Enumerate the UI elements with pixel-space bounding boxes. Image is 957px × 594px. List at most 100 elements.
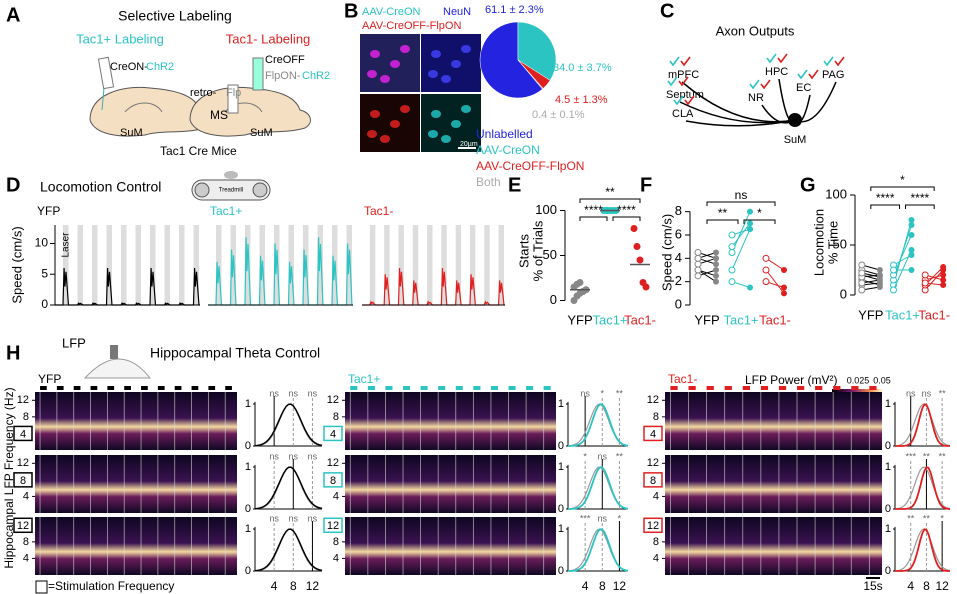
check [749, 79, 760, 90]
laser-period [164, 225, 170, 305]
stim-frequency: 12 [327, 520, 339, 532]
y-tick-label: 0 [558, 503, 564, 515]
colorbar [832, 389, 882, 394]
value-label: 0.4 ± 0.1% [532, 109, 585, 121]
significance: ns [735, 188, 748, 202]
laser-marker [107, 386, 115, 390]
laser-marker [56, 386, 64, 390]
stim-curve [254, 403, 323, 447]
label: SuM [784, 134, 807, 146]
point-off [762, 266, 770, 274]
label: CLA [672, 108, 694, 120]
cell [390, 60, 400, 68]
point-off [890, 286, 897, 294]
speed-trace [55, 268, 200, 306]
point-on [940, 277, 947, 283]
significance: ** [923, 513, 931, 523]
laser-marker [225, 386, 232, 390]
laser-marker [367, 386, 375, 390]
syringe [97, 56, 115, 90]
point-off [890, 266, 897, 274]
roller [252, 182, 268, 198]
cell [441, 75, 451, 83]
y-tick-label: 100 [535, 202, 557, 217]
laser-period [469, 225, 476, 305]
stim-frequency: 8 [20, 475, 26, 487]
y-tick-label: 6 [675, 226, 682, 241]
y-tick-label: 1 [558, 398, 564, 410]
significance: * [940, 513, 944, 523]
point [630, 225, 638, 232]
spectrogram [665, 517, 882, 575]
laser-marker [438, 386, 446, 390]
significance: ns [289, 513, 299, 523]
point-on [908, 222, 915, 228]
stim-curve [567, 403, 629, 447]
projection-arrow [685, 119, 796, 127]
label: NR [748, 92, 764, 104]
laser-marker [869, 386, 877, 390]
point-on [747, 220, 753, 227]
colorbar-tick: 0.025 [847, 375, 870, 385]
stim-curve [254, 466, 323, 510]
laser-period [369, 225, 376, 305]
x-tick-label: Tac1+ [592, 312, 627, 327]
point-off [858, 261, 866, 269]
y-tick-label: 4 [333, 552, 339, 564]
laser-marker [833, 386, 841, 390]
panel-letter: A [6, 4, 20, 26]
y-tick-label: 8 [653, 411, 659, 423]
check [669, 56, 680, 67]
y-tick-label: 12 [17, 394, 29, 406]
pie-slice [517, 59, 544, 90]
stim-curve [895, 466, 951, 510]
laser-period [62, 225, 69, 305]
x-tick-label: YFP [694, 312, 719, 327]
laser-period [135, 225, 141, 305]
roller [194, 182, 210, 198]
y-tick-label: 0 [885, 565, 891, 577]
point-on [781, 290, 787, 297]
label: Treadmill [219, 188, 243, 194]
y-tick-label: 4 [675, 250, 682, 265]
label: EC [796, 82, 811, 94]
x-tick-label: Tac1+ [723, 312, 758, 327]
point-on [713, 278, 719, 285]
cell [428, 70, 438, 78]
stim-frequency: 8 [650, 475, 656, 487]
x-tick-label: Tac1- [918, 307, 950, 322]
point-off [921, 279, 929, 287]
significance: **** [584, 203, 603, 217]
y-tick-label: 0 [558, 440, 564, 452]
significance: ns [906, 388, 916, 398]
point-on [908, 247, 915, 253]
y-tick-label: 8 [23, 411, 29, 423]
label: Selective Labeling [118, 8, 232, 24]
laser-marker [543, 386, 551, 390]
panel-letter: F [640, 174, 652, 196]
mouse [224, 171, 238, 179]
laser-marker [815, 386, 823, 390]
significance: *** [580, 513, 591, 523]
stim-curve [567, 466, 629, 510]
laser-period [215, 225, 222, 305]
sig-bracket [870, 204, 900, 209]
label: YFP [37, 204, 60, 218]
stim-frequency: 12 [17, 520, 29, 532]
y-axis-label: Speed (cm/s) [659, 214, 674, 291]
cell [380, 75, 390, 83]
sig-bracket [706, 201, 776, 206]
point [633, 243, 641, 250]
point-off [728, 243, 736, 251]
significance: ** [605, 185, 615, 199]
micrograph [360, 94, 420, 152]
significance: ns [308, 388, 318, 398]
significance: ns [922, 388, 932, 398]
label: Tac1+ Labeling [76, 31, 164, 46]
stim-legend-box [35, 580, 48, 594]
significance: ** [616, 451, 624, 461]
y-tick-label: 50 [543, 247, 557, 262]
significance: **** [876, 191, 895, 205]
panel-letter: D [6, 174, 20, 196]
